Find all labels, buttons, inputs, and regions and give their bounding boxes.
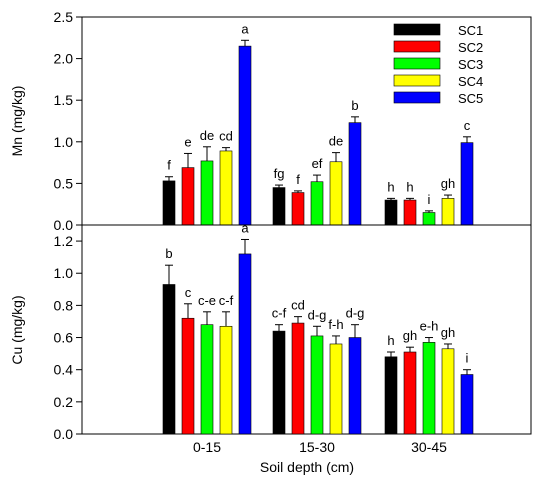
mn-bar-sc4-0 (219, 150, 233, 226)
cu-bar-sc1-2 (384, 356, 398, 435)
cu-bar-sc3-1 (310, 335, 324, 435)
mn-bar-sc3-0 (200, 160, 214, 226)
cu-bar-sc1-1 (272, 330, 286, 435)
x-tick-label: 15-30 (299, 439, 335, 455)
cu-significance-label: gh (403, 328, 417, 343)
mn-significance-label: cd (219, 129, 233, 144)
cu-y-tick-label: 0.4 (54, 362, 74, 378)
cu-significance-label: b (165, 246, 172, 261)
mn-significance-label: f (296, 172, 300, 187)
mn-significance-label: ef (312, 156, 323, 171)
cu-significance-label: c-e (198, 293, 216, 308)
mn-y-tick-label: 0.0 (54, 217, 74, 233)
mn-significance-label: i (428, 192, 431, 207)
legend: SC1 SC2 SC3 SC4 SC5 (393, 23, 483, 106)
cu-bar-sc1-0 (162, 284, 176, 435)
mn-y-tick-label: 0.5 (54, 175, 74, 191)
x-tick-label: 0-15 (193, 439, 221, 455)
cu-significance-label: c-f (272, 306, 287, 321)
cu-bar-sc5-2 (460, 374, 474, 435)
mn-bar-sc2-2 (403, 199, 417, 226)
cu-bar-sc2-2 (403, 351, 417, 435)
legend-label-sc1: SC1 (458, 23, 483, 38)
mn-significance-label: e (184, 134, 191, 149)
mn-bar-sc1-1 (272, 187, 286, 226)
cu-significance-label: c-f (219, 293, 234, 308)
cu-y-tick-label: 0.2 (54, 394, 74, 410)
legend-label-sc5: SC5 (458, 91, 483, 106)
legend-swatch-sc4 (393, 74, 441, 87)
x-axis-title: Soil depth (cm) (260, 459, 354, 475)
mn-significance-label: b (351, 98, 358, 113)
cu-bar-sc4-1 (329, 343, 343, 435)
legend-swatch-sc5 (393, 91, 441, 104)
mn-y-tick-label: 1.5 (54, 92, 74, 108)
legend-label-sc3: SC3 (458, 57, 483, 72)
mn-significance-label: gh (441, 176, 455, 191)
mn-significance-label: fg (274, 166, 285, 181)
cu-significance-label: h (387, 333, 394, 348)
legend-swatch-sc2 (393, 40, 441, 53)
mn-bar-sc2-1 (291, 192, 305, 226)
mn-significance-label: de (329, 134, 343, 149)
mn-y-tick-label: 2.0 (54, 51, 74, 67)
cu-y-tick-label: 1.0 (54, 265, 74, 281)
cu-panel: Cu (mg/kg) 0.0 0.2 0.4 0.6 0.8 1.0 1.2 b c-f h c cd… (9, 220, 532, 475)
cu-y-tick-label: 0.6 (54, 330, 74, 346)
mn-bar-sc2-0 (181, 167, 195, 226)
mn-y-axis-title: Mn (mg/kg) (9, 86, 25, 157)
mn-significance-label: f (167, 158, 171, 173)
cu-y-tick-label: 0.0 (54, 426, 74, 442)
cu-significance-label: gh (441, 325, 455, 340)
legend-label-sc4: SC4 (458, 74, 483, 89)
cu-bar-sc2-1 (291, 322, 305, 435)
mn-bar-sc5-1 (348, 122, 362, 226)
mn-y-tick-label: 1.0 (54, 134, 74, 150)
cu-y-tick-label: 0.8 (54, 297, 74, 313)
mn-significance-label: de (200, 128, 214, 143)
cu-bars: 0.0 0.2 0.4 0.6 0.8 1.0 1.2 b c-f h c cd gh c-e d-g e-h… (54, 220, 474, 455)
legend-swatch-sc1 (393, 23, 441, 36)
mn-bar-sc1-0 (162, 180, 176, 226)
cu-bar-sc5-1 (348, 337, 362, 435)
cu-bar-sc4-2 (441, 348, 455, 435)
cu-bar-sc2-0 (181, 317, 195, 435)
mn-significance-label: h (387, 179, 394, 194)
mn-bar-sc5-2 (460, 142, 474, 226)
cu-significance-label: f-h (328, 317, 343, 332)
mn-significance-label: h (406, 179, 413, 194)
cu-y-axis-title: Cu (mg/kg) (9, 295, 25, 364)
cu-y-tick-label: 1.2 (54, 233, 74, 249)
cu-significance-label: i (466, 351, 469, 366)
mn-y-tick-label: 2.5 (54, 9, 74, 25)
legend-label-sc2: SC2 (458, 40, 483, 55)
cu-significance-label: a (241, 220, 249, 235)
mn-significance-label: c (464, 118, 471, 133)
cu-bar-sc3-2 (422, 342, 436, 435)
cu-plot-frame (81, 224, 532, 435)
mn-significance-label: a (241, 21, 249, 36)
x-tick-label: 30-45 (411, 439, 447, 455)
cu-significance-label: cd (291, 298, 305, 313)
cu-significance-label: d-g (346, 306, 365, 321)
cu-bar-sc5-0 (238, 253, 252, 435)
mn-bar-sc3-2 (422, 212, 436, 226)
mn-bar-sc4-2 (441, 198, 455, 226)
mn-bar-sc3-1 (310, 181, 324, 226)
cu-bar-sc4-0 (219, 325, 233, 435)
legend-swatch-sc3 (393, 57, 441, 70)
cu-significance-label: d-g (308, 307, 327, 322)
mn-bar-sc5-0 (238, 45, 252, 226)
cu-significance-label: c (185, 285, 192, 300)
cu-significance-label: e-h (420, 319, 439, 334)
mn-bar-sc4-1 (329, 161, 343, 226)
cu-bar-sc3-0 (200, 324, 214, 435)
mn-bar-sc1-2 (384, 199, 398, 226)
